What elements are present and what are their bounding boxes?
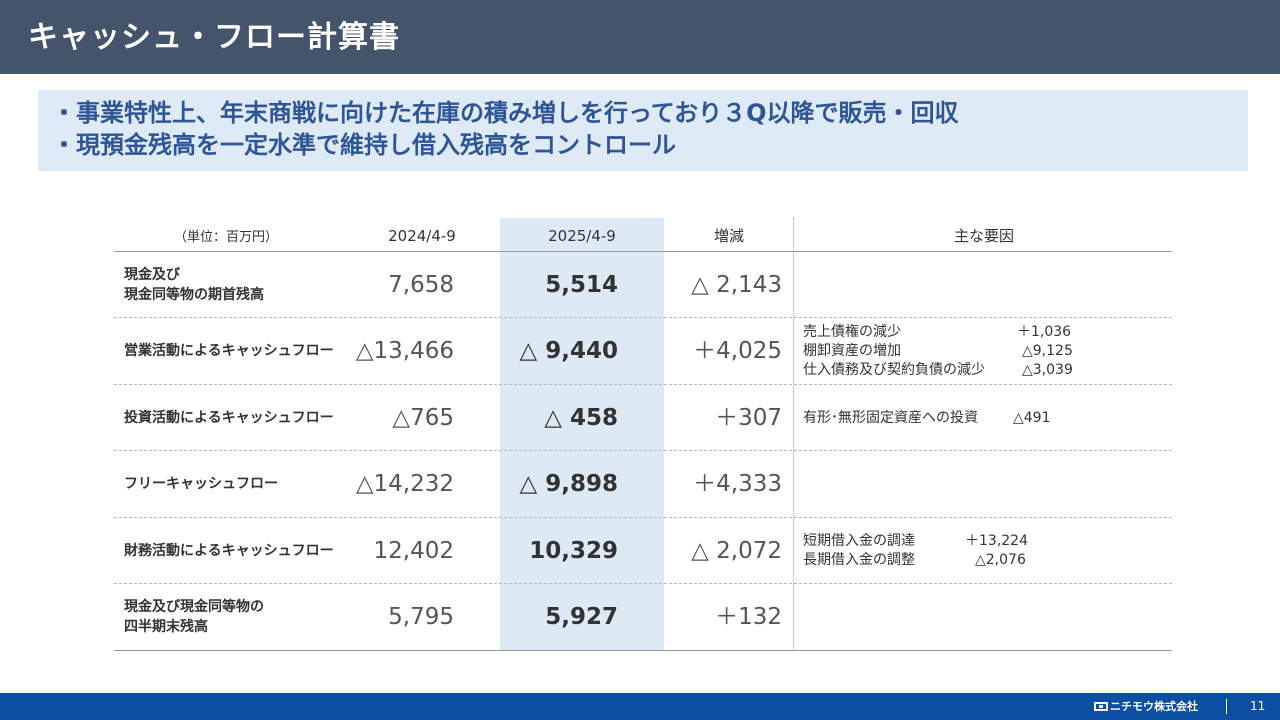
current-value: △ 9,440: [519, 338, 618, 364]
row-label-line: 四半期末残高: [124, 619, 208, 635]
table-row-closing-balance: 現金及び現金同等物の 四半期末残高 5,795 5,927 ＋132: [114, 584, 1172, 650]
row-label: 現金及び 現金同等物の期首残高: [124, 252, 354, 318]
current-period-highlight: [500, 218, 664, 650]
prev-value: 12,402: [373, 538, 454, 564]
factor-text: 有形･無形固定資産への投資: [803, 409, 978, 426]
current-value: △ 9,898: [519, 471, 618, 497]
table-row-financing-cf: 財務活動によるキャッシュフロー 12,402 10,329 △ 2,072 短期…: [114, 518, 1172, 584]
row-label-line: 財務活動によるキャッシュフロー: [124, 543, 334, 559]
prev-value: △13,466: [355, 338, 454, 364]
table-row-investing-cf: 投資活動によるキャッシュフロー △765 △ 458 ＋307 有形･無形固定資…: [114, 385, 1172, 451]
prev-value: △765: [392, 405, 454, 431]
company-name: ニチモウ株式会社: [1110, 700, 1198, 713]
row-label-line: フリーキャッシュフロー: [124, 476, 278, 492]
factors-list: 有形･無形固定資産への投資 △491: [803, 385, 1163, 451]
factor-item: 棚卸資産の増加 △9,125: [803, 342, 1163, 361]
factor-item: 仕入債務及び契約負債の減少 △3,039: [803, 361, 1163, 380]
current-value: 5,514: [545, 272, 618, 298]
header-current-period: 2025/4-9: [548, 227, 616, 245]
change-value: ＋132: [715, 604, 782, 630]
footer-separator: [1226, 699, 1227, 714]
current-value: △ 458: [544, 405, 618, 431]
row-label-line: 現金及び: [124, 267, 180, 283]
row-divider: [114, 384, 1172, 385]
factor-item: 売上債権の減少 ＋1,036: [803, 323, 1163, 342]
header-rule: [114, 251, 1172, 252]
factor-text: 仕入債務及び契約負債の減少: [803, 361, 985, 378]
change-value: ＋4,025: [693, 338, 782, 364]
table-row-opening-balance: 現金及び 現金同等物の期首残高 7,658 5,514 △ 2,143: [114, 252, 1172, 318]
title-bar: キャッシュ・フロー計算書: [0, 0, 1280, 74]
factors-list: 短期借入金の調達 ＋13,224 長期借入金の調整 △2,076: [803, 518, 1163, 584]
change-value: ＋4,333: [693, 471, 782, 497]
company-logo: ニチモウ株式会社: [1094, 698, 1198, 715]
summary-line-1: ・事業特性上、年末商戦に向けた在庫の積み増しを行っており３Q以降で販売・回収: [52, 99, 959, 127]
row-divider: [114, 450, 1172, 451]
current-value: 10,329: [529, 538, 618, 564]
factor-value: △9,125: [1022, 342, 1073, 359]
factor-text: 売上債権の減少: [803, 323, 901, 340]
factor-text: 棚卸資産の増加: [803, 342, 901, 359]
factor-value: △3,039: [1022, 361, 1073, 378]
row-label-line: 現金同等物の期首残高: [124, 287, 264, 303]
factor-item: 有形･無形固定資産への投資 △491: [803, 409, 1163, 428]
row-divider: [114, 583, 1172, 584]
row-label-line: 投資活動によるキャッシュフロー: [124, 410, 334, 426]
factor-value: △2,076: [975, 552, 1026, 568]
factor-item: 短期借入金の調達 ＋13,224: [803, 532, 1163, 551]
change-value: △ 2,072: [691, 538, 782, 564]
prev-value: 5,795: [388, 604, 454, 630]
unit-label: （単位：百万円）: [174, 230, 279, 245]
factor-text: 短期借入金の調達: [803, 533, 915, 549]
row-label-line: 現金及び現金同等物の: [124, 599, 264, 615]
factor-value: ＋13,224: [965, 533, 1028, 549]
table-row-free-cf: フリーキャッシュフロー △14,232 △ 9,898 ＋4,333: [114, 451, 1172, 517]
factors-list: 売上債権の減少 ＋1,036 棚卸資産の増加 △9,125 仕入債務及び契約負債…: [803, 318, 1163, 384]
summary-line-2: ・現預金残高を一定水準で維持し借入残高をコントロール: [52, 131, 676, 159]
footer-bar: ニチモウ株式会社 11: [0, 693, 1280, 720]
row-label: 投資活動によるキャッシュフロー: [124, 385, 354, 451]
row-divider: [114, 317, 1172, 318]
row-label: 営業活動によるキャッシュフロー: [124, 318, 354, 384]
row-label: 現金及び現金同等物の 四半期末残高: [124, 584, 354, 650]
header-main-factors: 主な要因: [953, 227, 1014, 245]
current-value: 5,927: [545, 604, 618, 630]
factor-text: 長期借入金の調整: [803, 552, 915, 568]
prev-value: △14,232: [355, 471, 454, 497]
change-value: ＋307: [715, 405, 782, 431]
summary-box: ・事業特性上、年末商戦に向けた在庫の積み増しを行っており３Q以降で販売・回収 ・…: [38, 90, 1248, 171]
factor-item: 長期借入金の調整 △2,076: [803, 551, 1163, 570]
page-title: キャッシュ・フロー計算書: [28, 20, 400, 55]
prev-value: 7,658: [388, 272, 454, 298]
column-divider: [793, 218, 794, 650]
company-mark-icon: [1094, 702, 1108, 711]
header-prev-period: 2024/4-9: [388, 227, 456, 245]
table-row-operating-cf: 営業活動によるキャッシュフロー △13,466 △ 9,440 ＋4,025 売…: [114, 318, 1172, 384]
bottom-rule: [114, 650, 1172, 651]
header-change: 増減: [713, 227, 744, 245]
row-label-line: 営業活動によるキャッシュフロー: [124, 343, 334, 359]
change-value: △ 2,143: [691, 272, 782, 298]
cash-flow-table: （単位：百万円） 2024/4-9 2025/4-9 増減 主な要因 現金及び …: [114, 218, 1172, 652]
row-divider: [114, 517, 1172, 518]
page-number: 11: [1250, 699, 1266, 713]
row-label: 財務活動によるキャッシュフロー: [124, 518, 354, 584]
factor-value: △491: [1013, 409, 1051, 426]
row-label: フリーキャッシュフロー: [124, 451, 354, 517]
factor-value: ＋1,036: [1017, 323, 1072, 340]
